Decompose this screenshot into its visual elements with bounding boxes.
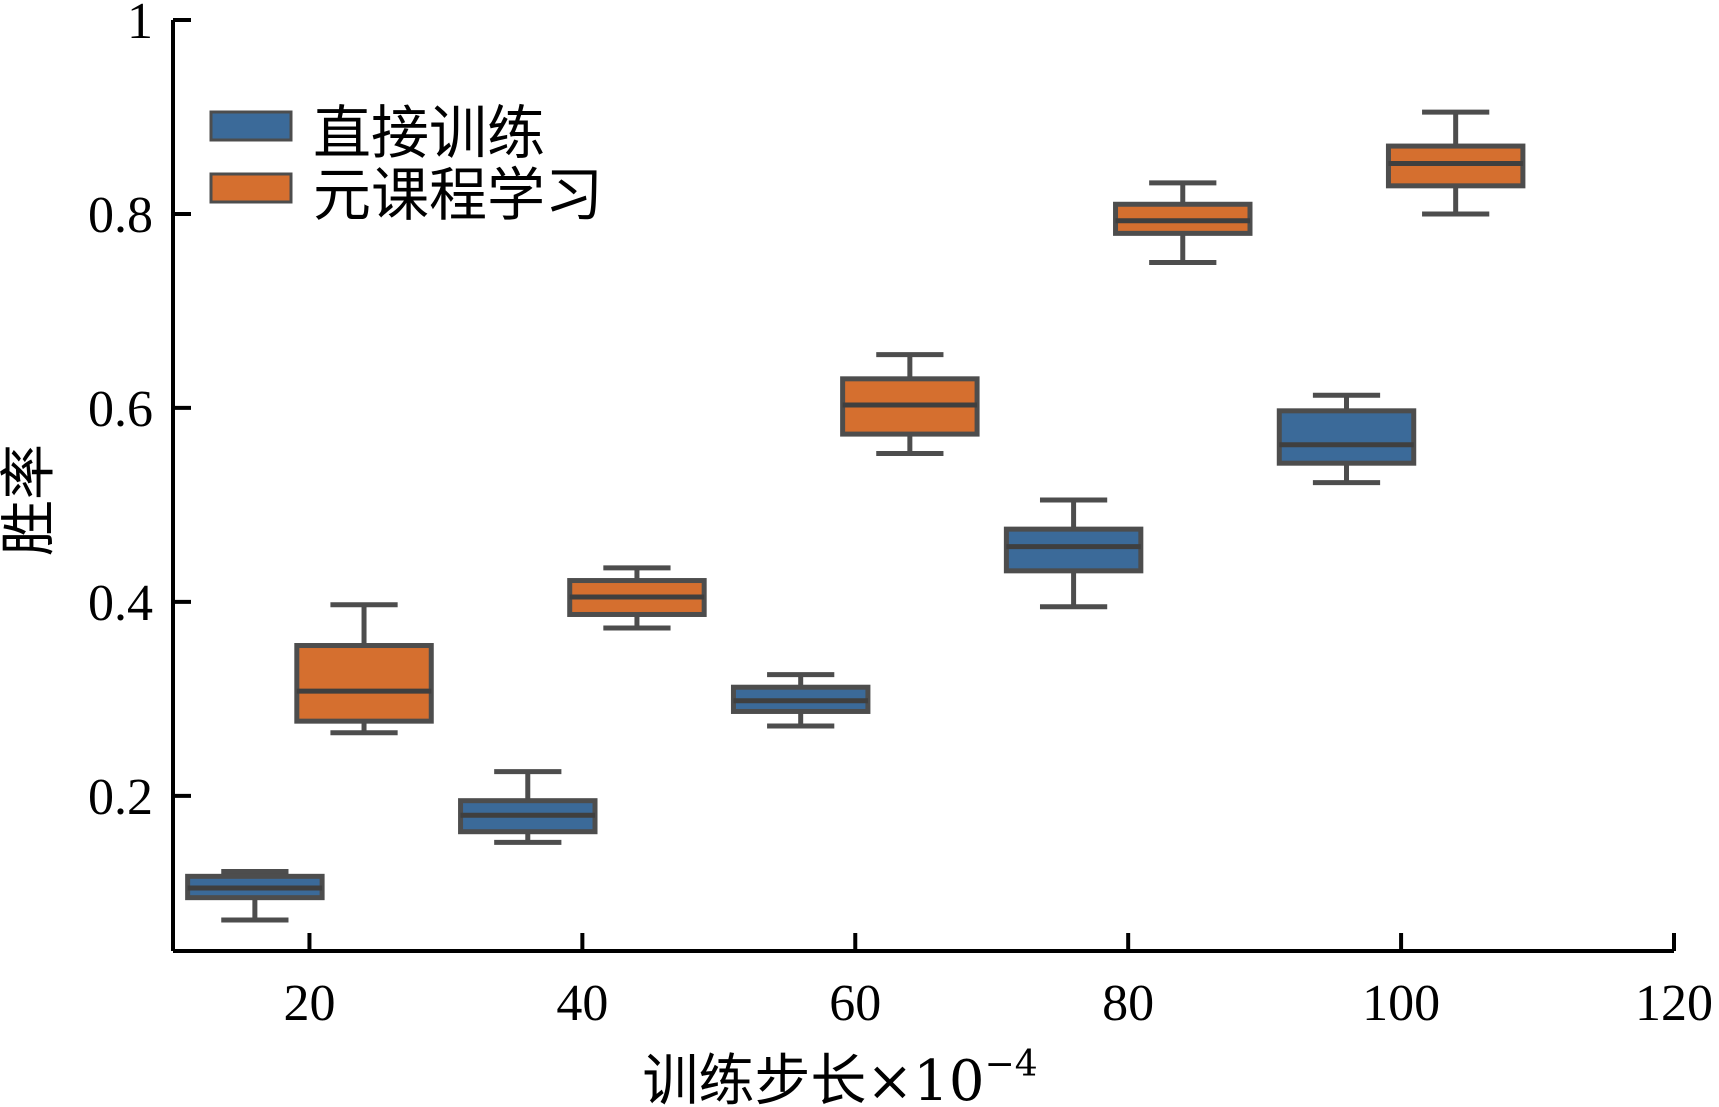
x-tick-label: 120 <box>1635 975 1713 1032</box>
legend-label: 元课程学习 <box>313 161 603 229</box>
x-tick-label: 100 <box>1362 975 1440 1032</box>
box-direct-96 <box>1276 392 1417 486</box>
box-direct-36 <box>458 769 598 845</box>
legend-label: 直接训练 <box>313 99 545 167</box>
box-direct-76 <box>1003 497 1144 610</box>
box-direct-16 <box>185 868 325 923</box>
box-meta-24 <box>294 602 434 736</box>
y-tick-label: 0.8 <box>88 187 153 244</box>
x-tick-label: 60 <box>829 975 881 1032</box>
y-tick-label: 0.6 <box>88 381 153 438</box>
legend-swatch <box>209 110 293 142</box>
x-tick-label: 20 <box>283 975 335 1032</box>
y-tick-label: 0.2 <box>88 769 153 826</box>
legend-swatch <box>209 172 293 204</box>
box-meta-64 <box>840 352 980 456</box>
x-tick-label: 40 <box>556 975 608 1032</box>
x-axis-label: 训练步长×10−4 <box>642 1044 1037 1107</box>
box-iqr <box>1003 526 1144 574</box>
y-axis-label: 胜率 <box>0 444 62 556</box>
y-tick-label: 0.4 <box>88 575 153 632</box>
y-ticks: 0.2 0.4 0.6 0.8 1 <box>88 0 191 826</box>
x-ticks: 20 40 60 80 100 120 <box>283 933 1713 1032</box>
x-tick-label: 80 <box>1102 975 1154 1032</box>
y-tick-label: 1 <box>127 0 153 50</box>
box-meta-84 <box>1113 180 1253 265</box>
box-meta-104 <box>1385 109 1526 217</box>
x-axis-label-exponent: −4 <box>985 1044 1038 1085</box>
box-iqr <box>1276 408 1417 466</box>
box-meta-44 <box>567 565 707 631</box>
box-plots <box>185 109 1526 923</box>
box-iqr <box>294 643 434 724</box>
box-direct-56 <box>730 672 871 729</box>
